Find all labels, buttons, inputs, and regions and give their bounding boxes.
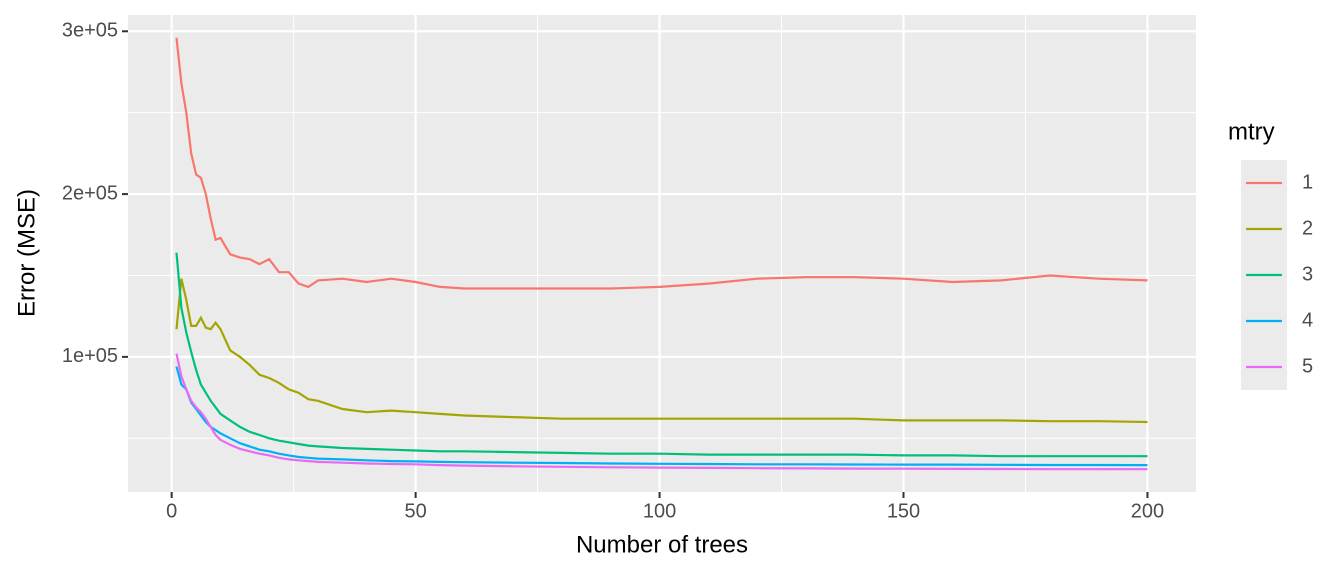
y-axis-title: Error (MSE)	[13, 189, 40, 317]
legend-label: 1	[1302, 171, 1313, 193]
series-line	[175, 353, 1148, 471]
x-tick-label: 200	[1131, 500, 1164, 522]
legend-label: 5	[1302, 355, 1313, 377]
x-tick-label: 100	[643, 500, 676, 522]
x-tick-label: 50	[404, 500, 426, 522]
x-tick-label: 150	[887, 500, 920, 522]
legend-title: mtry	[1228, 118, 1275, 145]
y-tick-label: 1e+05	[62, 345, 118, 367]
legend-label: 3	[1302, 263, 1313, 285]
x-tick-label: 0	[166, 500, 177, 522]
y-tick-label: 2e+05	[62, 182, 118, 204]
x-axis-title: Number of trees	[576, 531, 748, 558]
series-line	[175, 278, 1148, 424]
y-tick-label: 3e+05	[62, 20, 118, 42]
legend-label: 4	[1302, 309, 1313, 331]
series-line	[175, 252, 1148, 458]
plot-panel	[128, 15, 1196, 492]
series-line	[175, 37, 1148, 290]
legend-label: 2	[1302, 217, 1313, 239]
